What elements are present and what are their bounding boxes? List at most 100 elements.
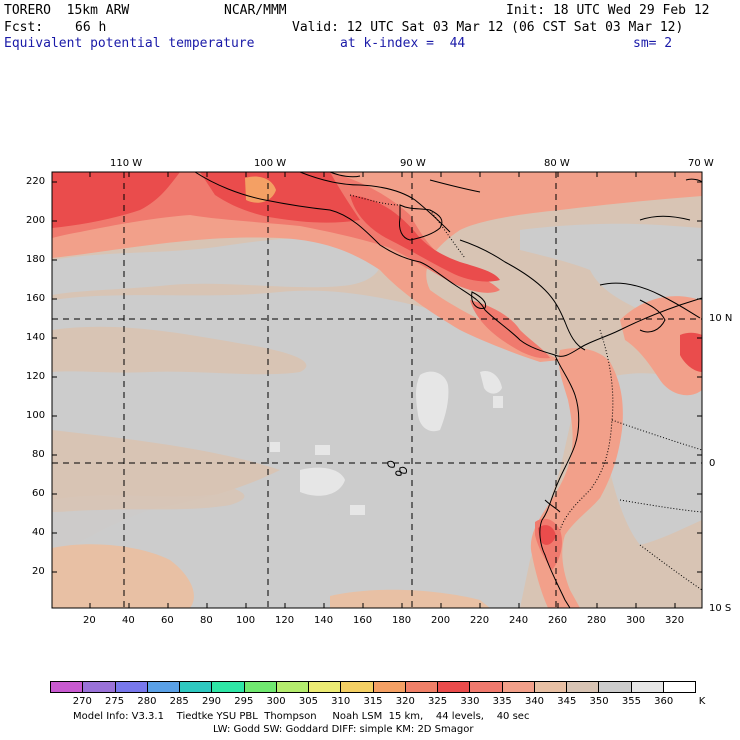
colorbar-label: 285 [169,696,189,707]
colorbar-label: 360 [654,696,674,707]
field-345-south [330,589,490,608]
y-tick-label: 40 [32,527,45,538]
colorbar-segment [567,682,600,692]
colorbar-label: 340 [524,696,545,707]
x-tick-label: 40 [122,615,135,626]
lat-label-0: 0 [709,458,716,469]
field-355-north [52,238,381,295]
field-330-mexico [52,172,180,228]
model-info-line1: Model Info: V3.3.1 Tiedtke YSU PBL Thomp… [73,711,530,722]
colorbar-segment [309,682,342,692]
colorbar-label: 305 [298,696,318,707]
y-tick-label: 20 [32,566,45,577]
x-tick-label: 280 [587,615,607,626]
field-name: Equivalent potential temperature [4,36,255,51]
colorbar-label: 325 [428,696,448,707]
colorbar-segment [180,682,213,692]
colorbar-label: 350 [589,696,609,707]
colorbar-segment [244,682,277,692]
colorbar-segment [373,682,406,692]
x-tick-label: 200 [431,615,451,626]
y-tick-label: 100 [26,410,46,421]
colorbar-label: 280 [137,696,157,707]
init-time: Init: 18 UTC Wed 29 Feb 12 [506,3,710,18]
colorbar-segment [212,682,245,692]
colorbar-label: 275 [105,696,125,707]
x-tick-label: 220 [470,615,490,626]
map-frame [51,171,703,609]
field-350-band1 [52,326,307,375]
field-335-mexico [52,172,500,293]
x-tick-label: 300 [626,615,646,626]
x-tick-label: 140 [314,615,334,626]
colorbar-label: 320 [395,696,415,707]
x-tick-label: 100 [236,615,256,626]
colorbar-segment [147,682,180,692]
colorbar-label: 300 [266,696,286,707]
x-tick-label: 260 [548,615,568,626]
colorbar-label: 355 [621,696,641,707]
y-tick-label: 140 [26,332,46,343]
field-330-oaxaca [200,172,360,223]
x-tick-label: 240 [509,615,529,626]
x-tick-label: 120 [275,615,295,626]
colorbar-segment [83,682,116,692]
colorbar-label: 270 [72,696,92,707]
colorbar-segment [405,682,438,692]
x-tick-label: 20 [83,615,96,626]
forecast-hour: 66 h [75,20,107,35]
x-tick-label: 60 [161,615,174,626]
colorbar-label: 295 [234,696,254,707]
colorbar-segment [438,682,471,692]
colorbar-label: 310 [331,696,351,707]
colorbar-segment [534,682,567,692]
valid-time: Valid: 12 UTC Sat 03 Mar 12 (06 CST Sat … [292,20,684,35]
colorbar-segment [502,682,535,692]
coastlines [194,172,702,608]
y-tick-label: 160 [26,293,46,304]
field-330-peru [538,525,556,545]
colorbar-segment [631,682,664,692]
lon-label-80w: 80 W [544,158,570,169]
x-tick-label: 160 [353,615,373,626]
field-360-patches [270,370,503,515]
colorbar-segment [341,682,374,692]
y-tick-label: 200 [26,215,46,226]
model-info-line2: LW: Godd SW: Goddard DIFF: simple KM: 2D… [213,724,474,735]
x-tick-label: 180 [392,615,412,626]
field-330-guatemala [350,195,500,282]
forecast-label: Fcst: [4,20,44,35]
graticule [52,172,702,608]
x-tick-label: 320 [665,615,685,626]
y-tick-label: 80 [32,449,45,460]
y-tick-label: 120 [26,371,46,382]
field-340-nw [52,172,702,362]
y-tick-label: 220 [26,176,46,187]
field-355-east [600,373,702,545]
colorbar-label: 315 [363,696,383,707]
colorbar-segment [276,682,309,692]
colorbar-segment [51,682,84,692]
y-tick-label: 60 [32,488,45,499]
tick-marks [52,172,702,608]
y-tick-label: 180 [26,254,46,265]
field-355-gulf [520,223,702,310]
lon-label-90w: 90 W [400,158,426,169]
organization: NCAR/MMM [224,3,287,18]
field-340-gulf-top [440,172,520,190]
lon-label-70w: 70 W [688,158,714,169]
colorbar-label: 345 [557,696,577,707]
lat-label-10n: 10 N [709,313,733,324]
lat-label-10s: 10 S [709,603,732,614]
colorbar-unit: K [698,696,706,707]
colorbar-segment [470,682,503,692]
colorbar-label: 330 [460,696,480,707]
field-345-sw [52,544,194,608]
level-index: at k-index = 44 [340,36,466,51]
model-name: TORERO 15km ARW [4,3,130,18]
country-borders [349,194,702,591]
lon-label-110w: 110 W [110,158,143,169]
field-350-band2 [52,463,245,512]
smoothing: sm= 2 [633,36,673,51]
